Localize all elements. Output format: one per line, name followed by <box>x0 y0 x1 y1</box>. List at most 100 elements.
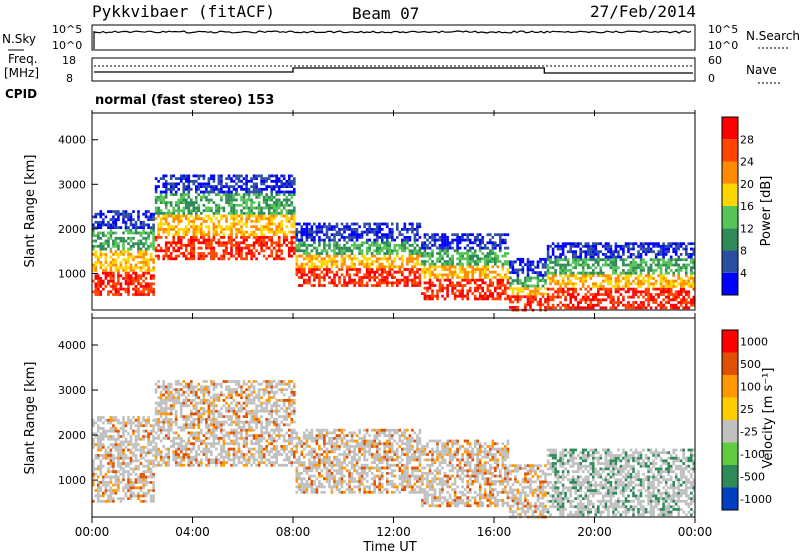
heatmap-cell <box>137 248 140 251</box>
heatmap-cell <box>592 253 595 256</box>
heatmap-cell <box>112 438 115 441</box>
heatmap-cell <box>346 284 349 287</box>
heatmap-cell <box>660 285 663 288</box>
heatmap-cell <box>579 250 582 253</box>
heatmap-cell <box>265 225 268 228</box>
heatmap-cell <box>140 451 143 454</box>
heatmap-cell <box>474 295 477 298</box>
heatmap-cell <box>122 459 125 462</box>
heatmap-cell <box>185 175 188 178</box>
heatmap-cell <box>552 298 555 301</box>
heatmap-cell <box>333 255 336 258</box>
heatmap-cell <box>557 242 560 245</box>
heatmap-cell <box>665 285 668 288</box>
heatmap-cell <box>115 473 118 476</box>
heatmap-cell <box>100 468 103 471</box>
heatmap-cell <box>660 269 663 272</box>
heatmap-cell <box>223 193 226 196</box>
heatmap-cell <box>617 304 620 307</box>
heatmap-cell <box>602 258 605 261</box>
heatmap-cell <box>268 223 271 226</box>
heatmap-cell <box>547 250 550 253</box>
heatmap-cell <box>497 257 500 260</box>
heatmap-cell <box>185 231 188 234</box>
heatmap-cell <box>288 220 291 223</box>
heatmap-cell <box>401 255 404 258</box>
heatmap-cell <box>112 242 115 245</box>
heatmap-cell <box>436 292 439 295</box>
heatmap-cell <box>193 464 196 467</box>
heatmap-cell <box>617 280 620 283</box>
heatmap-cell <box>296 244 299 247</box>
heatmap-cell <box>150 481 153 484</box>
heatmap-cell <box>278 191 281 194</box>
heatmap-cell <box>298 276 301 279</box>
heatmap-cell <box>394 249 397 252</box>
heatmap-cell <box>218 244 221 247</box>
heatmap-cell <box>275 225 278 228</box>
heatmap-cell <box>183 448 186 451</box>
heatmap-cell <box>125 272 128 275</box>
heatmap-cell <box>263 183 266 186</box>
heatmap-cell <box>404 241 407 244</box>
heatmap-cell <box>579 256 582 259</box>
heatmap-cell <box>386 279 389 282</box>
heatmap-cell <box>205 191 208 194</box>
heatmap-cell <box>195 175 198 178</box>
heatmap-cell <box>549 298 552 301</box>
heatmap-cell <box>183 209 186 212</box>
heatmap-cell <box>203 442 206 445</box>
heatmap-cell <box>193 180 196 183</box>
heatmap-cell <box>333 247 336 250</box>
heatmap-cell <box>391 231 394 234</box>
heatmap-cell <box>592 282 595 285</box>
heatmap-cell <box>157 434 160 437</box>
heatmap-cell <box>100 280 103 283</box>
heatmap-cell <box>165 220 168 223</box>
heatmap-cell <box>115 288 118 291</box>
heatmap-cell <box>449 271 452 274</box>
heatmap-cell <box>376 228 379 231</box>
heatmap-cell <box>489 241 492 244</box>
heatmap-cell <box>351 233 354 236</box>
heatmap-cell <box>200 257 203 260</box>
heatmap-cell <box>595 245 598 248</box>
heatmap-cell <box>489 255 492 258</box>
heatmap-cell <box>147 465 150 468</box>
heatmap-cell <box>107 293 110 296</box>
heatmap-cell <box>255 215 258 218</box>
heatmap-cell <box>346 249 349 252</box>
heatmap-cell <box>690 301 693 304</box>
heatmap-cell <box>112 261 115 264</box>
heatmap-cell <box>454 249 457 252</box>
heatmap-cell <box>265 236 268 239</box>
heatmap-cell <box>595 242 598 245</box>
heatmap-cell <box>112 424 115 427</box>
heatmap-cell <box>135 486 138 489</box>
heatmap-cell <box>155 432 158 435</box>
heatmap-cell <box>180 461 183 464</box>
heatmap-cell <box>140 224 143 227</box>
heatmap-cell <box>670 258 673 261</box>
heatmap-cell <box>180 383 183 386</box>
heatmap-cell <box>368 244 371 247</box>
heatmap-cell <box>351 263 354 266</box>
heatmap-cell <box>140 473 143 476</box>
heatmap-cell <box>228 191 231 194</box>
heatmap-cell <box>190 215 193 218</box>
heatmap-cell <box>213 177 216 180</box>
heatmap-cell <box>177 448 180 451</box>
heatmap-cell <box>670 261 673 264</box>
heatmap-cell <box>293 180 296 183</box>
heatmap-cell <box>456 274 459 277</box>
heatmap-cell <box>306 282 309 285</box>
heatmap-cell <box>142 419 145 422</box>
heatmap-cell <box>469 249 472 252</box>
heatmap-cell <box>142 435 145 438</box>
heatmap-cell <box>245 231 248 234</box>
heatmap-cell <box>363 225 366 228</box>
heatmap-cell <box>258 241 261 244</box>
heatmap-cell <box>451 290 454 293</box>
heatmap-cell <box>288 191 291 194</box>
heatmap-cell <box>145 248 148 251</box>
